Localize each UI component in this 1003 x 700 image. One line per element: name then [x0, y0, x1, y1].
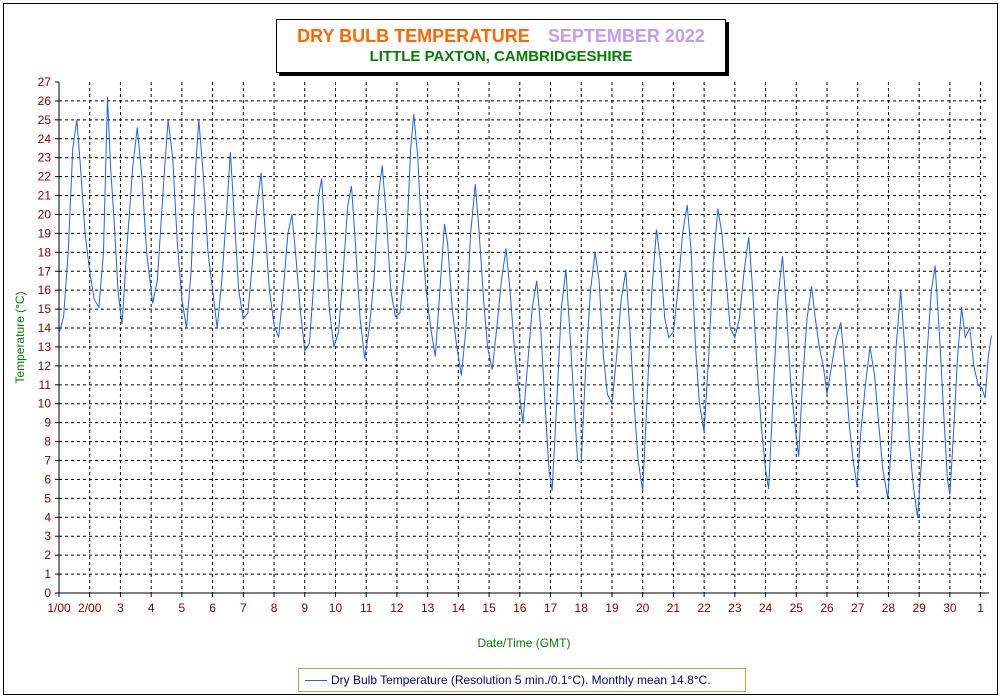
chart-location: LITTLE PAXTON, CAMBRIDGESHIRE — [369, 48, 633, 65]
chart-legend: Dry Bulb Temperature (Resolution 5 min./… — [298, 668, 746, 692]
legend-label: Dry Bulb Temperature (Resolution 5 min./… — [331, 673, 711, 687]
chart-title: DRY BULB TEMPERATURE — [297, 26, 530, 46]
chart-title-box: DRY BULB TEMPERATURE SEPTEMBER 2022 LITTL… — [276, 19, 726, 73]
legend-swatch — [305, 680, 327, 681]
chart-frame — [3, 3, 998, 695]
chart-month: SEPTEMBER 2022 — [547, 26, 705, 46]
title-line: DRY BULB TEMPERATURE SEPTEMBER 2022 — [277, 25, 725, 47]
